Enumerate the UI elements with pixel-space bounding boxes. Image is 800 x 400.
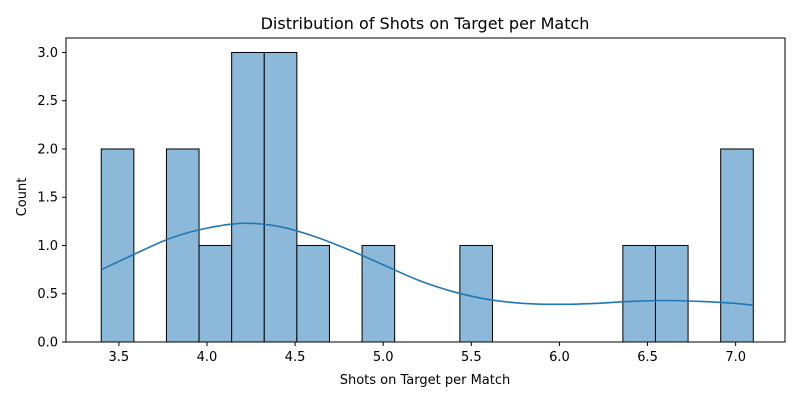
x-tick-label: 3.5 bbox=[109, 350, 130, 365]
y-axis-title: Count bbox=[15, 178, 30, 217]
histogram-bar-6 bbox=[296, 244, 330, 343]
histogram-bar-2 bbox=[165, 148, 200, 343]
y-tick-label: 0.0 bbox=[37, 336, 58, 351]
x-tick-label: 6.5 bbox=[637, 350, 658, 365]
x-tick-label: 4.5 bbox=[285, 350, 306, 365]
x-axis-title: Shots on Target per Match bbox=[340, 373, 511, 388]
histogram-bar-16 bbox=[622, 244, 656, 343]
histogram-bar-4 bbox=[231, 51, 265, 343]
bars-layer bbox=[100, 51, 754, 343]
y-tick-label: 1.5 bbox=[37, 191, 58, 206]
histogram-bar-19 bbox=[720, 148, 754, 343]
y-tick-label: 3.0 bbox=[37, 46, 58, 61]
plot-frame bbox=[65, 37, 786, 343]
histogram-bar-17 bbox=[654, 244, 689, 343]
y-tick-label: 0.5 bbox=[37, 287, 58, 302]
y-tick-label: 1.0 bbox=[37, 239, 58, 254]
kde-layer bbox=[100, 222, 754, 307]
histogram-bar-5 bbox=[263, 51, 298, 343]
y-ticks: 0.0 0.5 1.0 1.5 2.0 2.5 3.0 bbox=[37, 46, 66, 351]
x-tick-label: 7.0 bbox=[725, 350, 746, 365]
x-tick-label: 6.0 bbox=[549, 350, 570, 365]
histogram-bar-0 bbox=[100, 148, 135, 343]
y-tick-label: 2.0 bbox=[37, 142, 58, 157]
x-ticks: 3.5 4.0 4.5 5.0 5.5 6.0 6.5 7.0 bbox=[109, 342, 746, 365]
histogram-bar-3 bbox=[198, 244, 233, 343]
histogram-bar-11 bbox=[459, 244, 493, 343]
axes-layer bbox=[65, 37, 786, 343]
chart-title: Distribution of Shots on Target per Matc… bbox=[261, 14, 590, 33]
kde-line bbox=[100, 222, 754, 307]
x-tick-label: 4.0 bbox=[197, 350, 218, 365]
x-tick-label: 5.0 bbox=[373, 350, 394, 365]
y-tick-label: 2.5 bbox=[37, 94, 58, 109]
histogram-bar-8 bbox=[361, 244, 396, 343]
x-tick-label: 5.5 bbox=[461, 350, 482, 365]
